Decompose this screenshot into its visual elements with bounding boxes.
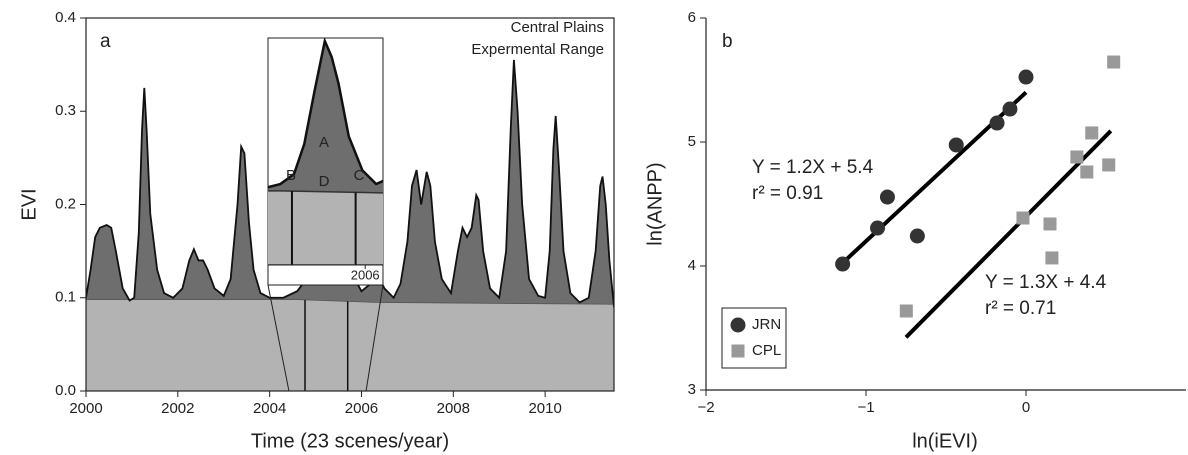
point: [909, 228, 925, 244]
y-tick-label: 0.1: [55, 289, 76, 306]
point: [1018, 69, 1034, 85]
x-tick-label: 0: [1022, 399, 1030, 416]
x-tick-label: 2002: [161, 400, 194, 417]
x-tick-label: −2: [697, 399, 714, 416]
legend-marker: [731, 344, 745, 358]
annotation: Expermental Range: [471, 41, 604, 58]
point: [1085, 126, 1099, 140]
y-tick-label: 0.2: [55, 195, 76, 212]
evi-line: [86, 59, 614, 308]
legend-box: [721, 307, 787, 369]
x-tick-label: 2000: [69, 400, 102, 417]
point: [899, 304, 913, 318]
legend-label: CPL: [752, 342, 781, 359]
y-axis-label: ln(ANPP): [644, 162, 666, 245]
point: [1016, 211, 1030, 225]
y-tick-label: 4: [688, 257, 696, 274]
fit-line: [904, 129, 1113, 339]
point: [1043, 217, 1057, 231]
inset-label: C: [354, 167, 365, 184]
x-tick-label: 2008: [437, 400, 470, 417]
y-tick-label: 5: [688, 133, 696, 150]
plot-area: [86, 59, 614, 391]
baseline-area: [86, 299, 614, 391]
x-tick-label: 2004: [253, 400, 286, 417]
x-tick-label: −1: [857, 399, 874, 416]
fit-r2: r² = 0.71: [985, 298, 1056, 319]
connector: [267, 284, 290, 392]
inset-tick-label: 2006: [351, 267, 380, 282]
point: [870, 220, 886, 236]
point: [1045, 251, 1059, 265]
point: [1107, 55, 1121, 69]
y-axis-label: EVI: [18, 188, 40, 220]
inset-baseline-area: [268, 190, 383, 265]
x-tick-label: 2006: [345, 400, 378, 417]
point: [948, 137, 964, 153]
panel-label: a: [100, 31, 111, 52]
point: [835, 256, 851, 272]
y-tick-label: 3: [688, 381, 696, 398]
point: [1070, 150, 1084, 164]
inset-label: B: [286, 167, 296, 184]
y-tick-label: 6: [688, 9, 696, 26]
point: [879, 189, 895, 205]
fit-r2: r² = 0.91: [752, 183, 823, 204]
y-tick-label: 0.0: [55, 382, 76, 399]
point: [1002, 101, 1018, 117]
point: [1080, 165, 1094, 179]
fit-equation: Y = 1.3X + 4.4: [985, 272, 1107, 293]
x-axis-label: ln(iEVI): [912, 430, 978, 452]
connector: [365, 284, 384, 392]
point: [989, 115, 1005, 131]
x-tick-label: 2010: [528, 400, 561, 417]
legend-label: JRN: [752, 316, 781, 333]
annotation: Central Plains: [511, 19, 604, 36]
point: [1102, 158, 1116, 172]
inset-label: A: [319, 134, 329, 151]
y-tick-label: 0.4: [55, 9, 76, 26]
y-tick-label: 0.3: [55, 102, 76, 119]
inset-label: D: [319, 173, 330, 190]
fit-equation: Y = 1.2X + 5.4: [752, 157, 874, 178]
panel-label: b: [722, 31, 733, 52]
inset-plot: [268, 38, 383, 265]
x-axis-label: Time (23 scenes/year): [251, 430, 449, 452]
legend-marker: [730, 317, 746, 333]
